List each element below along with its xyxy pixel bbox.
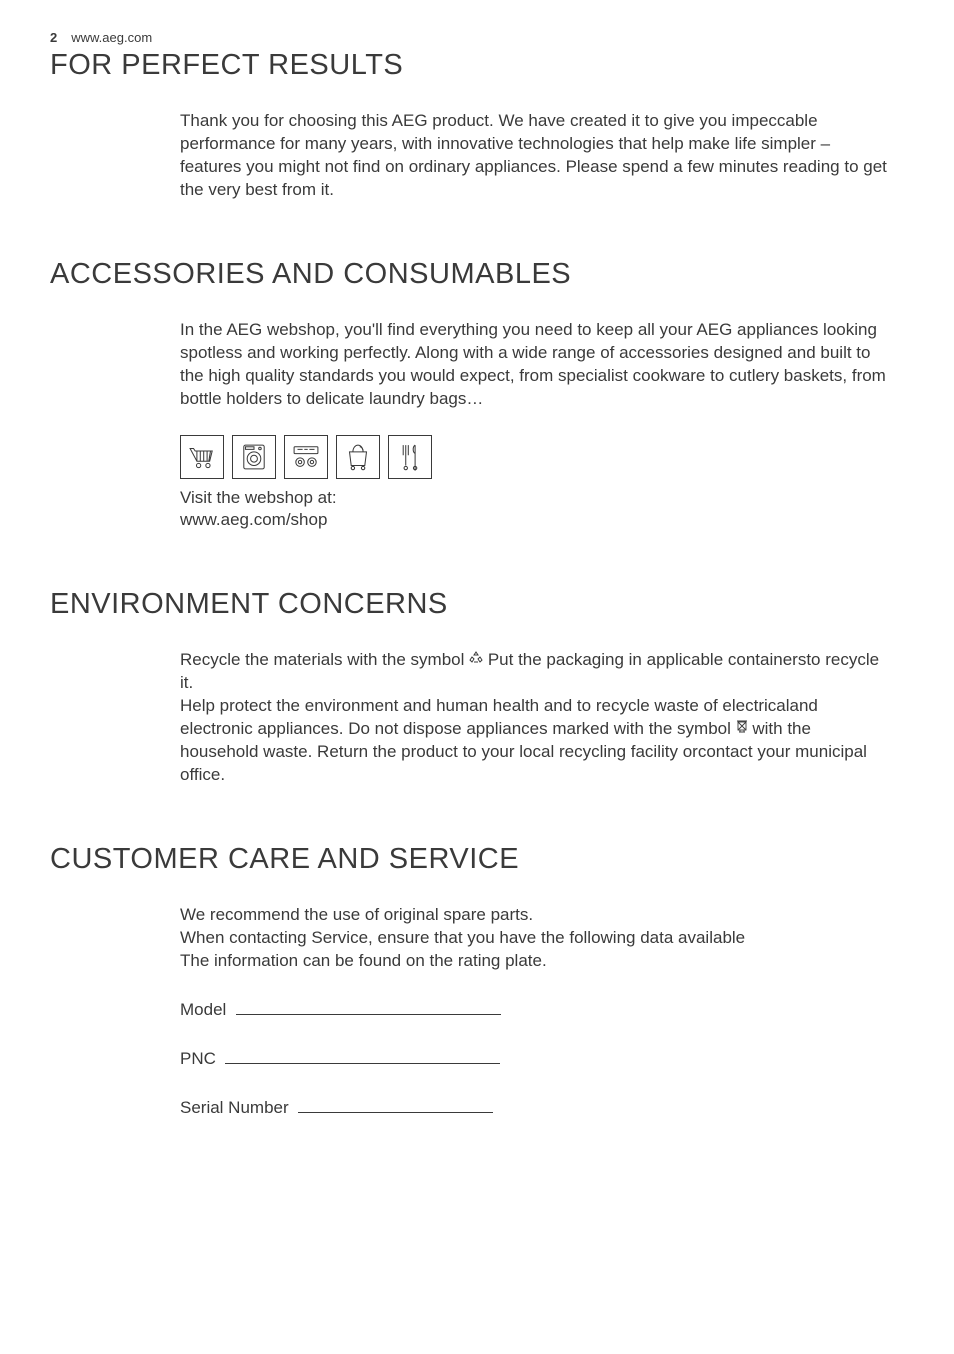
env-text-1: Recycle the materials with the symbol [180,650,469,669]
section-title-accessories: ACCESSORIES AND CONSUMABLES [50,258,904,291]
cart-icon [180,435,224,479]
section-customer-care: CUSTOMER CARE AND SERVICE We recommend t… [50,843,904,1120]
section-environment: ENVIRONMENT CONCERNS Recycle the materia… [50,588,904,787]
recycle-icon [469,649,483,672]
section-title-customer-care: CUSTOMER CARE AND SERVICE [50,843,904,876]
model-blank [236,1000,501,1015]
customer-care-body-text: We recommend the use of original spare p… [180,904,894,973]
serial-field-line: Serial Number [180,1097,894,1120]
webshop-visit-url: www.aeg.com/shop [180,509,894,532]
section-accessories: ACCESSORIES AND CONSUMABLES In the AEG w… [50,258,904,533]
page-header: 2 www.aeg.com [50,30,904,45]
webshop-visit: Visit the webshop at: www.aeg.com/shop [180,487,894,533]
bag-icon [336,435,380,479]
webshop-visit-label: Visit the webshop at: [180,487,894,510]
section-title-environment: ENVIRONMENT CONCERNS [50,588,904,621]
serial-blank [298,1097,493,1112]
section-body-customer-care: We recommend the use of original spare p… [180,904,894,1120]
pnc-label: PNC [180,1049,216,1068]
weee-icon [736,718,748,741]
section-body-accessories: In the AEG webshop, you'll find everythi… [180,319,894,533]
section-title-perfect-results: FOR PERFECT RESULTS [50,49,904,82]
page-container: 2 www.aeg.com FOR PERFECT RESULTS Thank y… [0,0,954,1226]
accessories-icons-row [180,435,894,479]
serial-label: Serial Number [180,1098,289,1117]
section-body-perfect-results: Thank you for choosing this AEG product.… [180,110,894,202]
header-url: www.aeg.com [71,30,152,45]
section-perfect-results: FOR PERFECT RESULTS Thank you for choosi… [50,49,904,202]
env-text-3: Help protect the environment and human h… [180,696,818,738]
washer-icon [232,435,276,479]
section-body-environment: Recycle the materials with the symbol Pu… [180,649,894,787]
accessories-body-text: In the AEG webshop, you'll find everythi… [180,319,894,411]
cutlery-icon [388,435,432,479]
page-number: 2 [50,30,57,45]
model-field-line: Model [180,999,894,1022]
pnc-field-line: PNC [180,1048,894,1071]
pnc-blank [225,1049,500,1064]
cooktop-icon [284,435,328,479]
model-label: Model [180,1000,226,1019]
